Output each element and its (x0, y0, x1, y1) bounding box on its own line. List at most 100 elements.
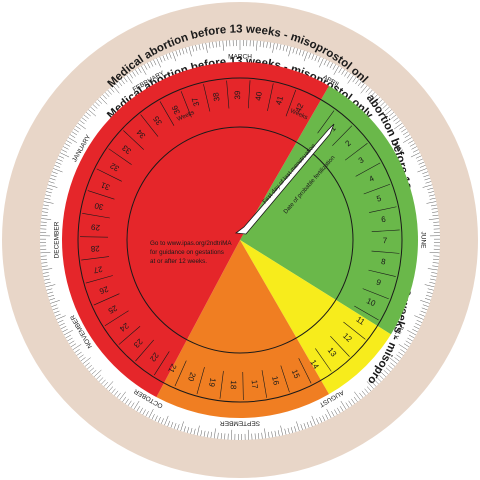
date-tick (432, 211, 439, 213)
date-tick (88, 109, 97, 117)
date-tick (298, 49, 302, 56)
date-tick (424, 178, 431, 181)
week-divider (96, 168, 122, 182)
gestation-wedges (61, 61, 418, 418)
date-tick (111, 388, 116, 394)
date-tick (96, 374, 101, 380)
date-tick (102, 94, 107, 100)
date-tick (95, 101, 100, 107)
date-tick (120, 79, 125, 85)
date-tick (371, 381, 377, 387)
week-divider (93, 293, 120, 306)
date-tick (429, 197, 436, 200)
week-divider (298, 358, 312, 384)
green-week-3: 3 (357, 155, 366, 165)
date-tick (84, 362, 90, 367)
date-tick (42, 272, 49, 274)
date-tick (374, 379, 379, 385)
date-tick (75, 125, 81, 130)
date-tick (323, 59, 327, 66)
date-tick (129, 73, 133, 79)
date-tick (127, 400, 132, 406)
date-tick (294, 426, 297, 433)
date-tick (52, 307, 59, 311)
date-tick (391, 114, 397, 119)
date-tick (366, 381, 374, 389)
date-tick (172, 51, 177, 62)
date-tick (383, 109, 392, 117)
date-tick (428, 218, 439, 220)
date-tick (193, 428, 196, 435)
date-tick (59, 323, 65, 326)
week-ring-outline (77, 77, 403, 403)
week-divider (174, 360, 187, 387)
date-tick (63, 146, 69, 150)
date-tick (122, 396, 127, 402)
date-tick (360, 83, 365, 89)
week-divider (180, 91, 192, 118)
date-tick (214, 428, 216, 439)
green-week-10: 10 (365, 296, 377, 308)
month-label-september: SEPTEMBER (220, 419, 260, 426)
date-tick (401, 128, 407, 133)
date-tick (400, 349, 406, 353)
date-tick (83, 114, 89, 119)
date-tick (409, 334, 415, 339)
date-tick (164, 415, 169, 426)
date-tick (396, 354, 402, 359)
date-tick (69, 340, 75, 345)
date-tick (78, 354, 84, 359)
week-divider (203, 84, 211, 112)
date-tick (326, 61, 330, 67)
date-tick (98, 377, 104, 382)
date-tick (269, 42, 272, 49)
date-tick (420, 300, 430, 304)
date-tick (133, 400, 140, 410)
red-week-26: 26 (98, 284, 110, 296)
date-tick (422, 184, 433, 188)
date-tick (394, 357, 400, 362)
date-tick (212, 41, 214, 48)
date-tick (220, 433, 222, 440)
date-tick (45, 284, 56, 288)
date-tick (43, 204, 50, 207)
date-tick (161, 418, 164, 424)
date-tick (339, 406, 344, 412)
date-tick (395, 120, 401, 125)
date-tick (319, 58, 324, 68)
week-divider (317, 110, 335, 134)
date-tick (425, 181, 432, 184)
date-tick (41, 262, 48, 264)
date-tick (47, 184, 58, 188)
week-divider (369, 206, 397, 213)
date-tick (162, 55, 166, 62)
date-tick (417, 158, 423, 162)
week-divider (368, 269, 396, 277)
red-week-42: 42 (294, 101, 306, 113)
date-tick (366, 386, 372, 392)
date-tick (44, 282, 51, 284)
date-tick (150, 61, 154, 67)
date-tick (393, 117, 399, 122)
date-tick (408, 140, 414, 144)
date-tick (197, 425, 200, 436)
date-tick (87, 365, 92, 370)
week-divider (355, 162, 381, 177)
date-tick (110, 87, 115, 93)
green-week-1: 1 (328, 124, 338, 134)
date-tick (210, 431, 212, 438)
date-tick (274, 430, 277, 437)
date-tick (82, 357, 91, 364)
date-tick (195, 44, 198, 51)
date-tick (130, 402, 135, 408)
date-tick (40, 258, 47, 260)
date-tick (73, 128, 79, 133)
date-tick (421, 307, 428, 311)
date-tick (175, 50, 178, 57)
date-tick (80, 357, 86, 362)
date-tick (341, 69, 345, 75)
date-tick (47, 291, 54, 294)
date-tick (123, 77, 128, 83)
date-tick (337, 407, 341, 414)
